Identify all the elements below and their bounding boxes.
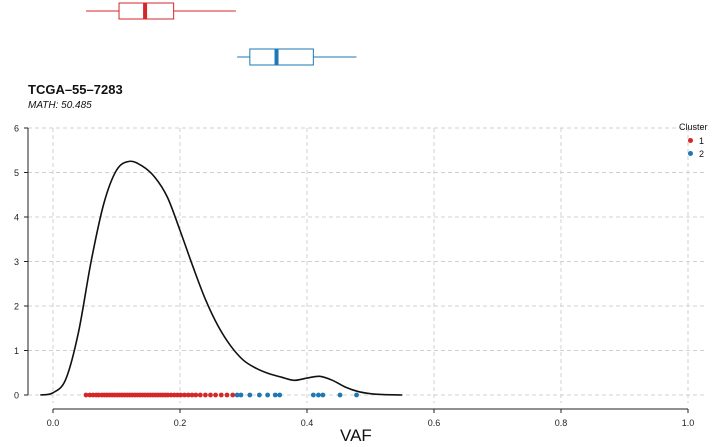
vaf-point-cluster-2 xyxy=(256,392,262,398)
vaf-point-cluster-1 xyxy=(208,392,213,398)
vaf-point-cluster-1 xyxy=(193,392,199,398)
y-tick-label: 5 xyxy=(14,168,19,178)
vaf-point-cluster-2 xyxy=(277,392,283,398)
y-tick-label: 0 xyxy=(14,391,19,401)
vaf-point-cluster-1 xyxy=(218,392,224,398)
chart-title: TCGA–55–7283 xyxy=(28,82,123,97)
legend: Cluster 1 2 xyxy=(679,122,708,160)
vaf-point-cluster-1 xyxy=(182,392,187,398)
legend-item-2: 2 xyxy=(688,147,708,160)
y-tick-label: 3 xyxy=(14,257,19,267)
vaf-point-cluster-2 xyxy=(316,392,321,398)
y-tick-label: 1 xyxy=(14,346,19,356)
vaf-point-cluster-2 xyxy=(337,392,343,398)
x-axis-label: VAF xyxy=(340,426,372,445)
vaf-point-cluster-1 xyxy=(224,392,230,398)
legend-swatch-2 xyxy=(688,151,693,156)
x-tick-label: 0.0 xyxy=(47,418,60,428)
vaf-point-cluster-2 xyxy=(234,392,240,398)
vaf-point-cluster-2 xyxy=(310,392,316,398)
vaf-point-cluster-1 xyxy=(189,392,195,398)
density-curve-group xyxy=(40,160,403,396)
vaf-point-cluster-1 xyxy=(203,392,208,398)
y-tick-label: 2 xyxy=(14,302,19,312)
cluster-boxplots xyxy=(86,2,357,66)
vaf-point-cluster-2 xyxy=(265,392,271,398)
y-tick-label: 4 xyxy=(14,213,19,223)
vaf-point-cluster-2 xyxy=(354,392,359,398)
legend-label-2: 2 xyxy=(699,148,705,159)
x-tick-label: 0.2 xyxy=(174,418,187,428)
x-tick-label: 0.6 xyxy=(428,418,441,428)
vaf-point-cluster-1 xyxy=(213,392,218,398)
vaf-point-cluster-2 xyxy=(272,392,278,398)
density-curve xyxy=(40,160,403,396)
vaf-points xyxy=(83,392,359,398)
axes xyxy=(24,127,689,413)
x-tick-label: 0.4 xyxy=(301,418,314,428)
vaf-point-cluster-1 xyxy=(230,392,236,398)
vaf-point-cluster-2 xyxy=(320,392,326,398)
vaf-point-cluster-2 xyxy=(238,392,244,398)
chart-subtitle: MATH: 50.485 xyxy=(28,100,92,111)
boxplot-box xyxy=(249,48,314,66)
x-tick-label: 1.0 xyxy=(682,418,695,428)
x-tick-label: 0.8 xyxy=(555,418,568,428)
vaf-point-cluster-1 xyxy=(83,392,89,398)
y-tick-label: 6 xyxy=(14,124,19,134)
vaf-point-cluster-1 xyxy=(178,392,184,398)
legend-item-1: 1 xyxy=(688,134,708,147)
legend-label-1: 1 xyxy=(699,135,705,146)
legend-title: Cluster xyxy=(679,122,708,132)
tick-labels: 0 1 2 3 4 5 6 0.0 0.2 0.4 0.6 0.8 1.0 xyxy=(14,124,694,429)
vaf-point-cluster-1 xyxy=(185,392,191,398)
vaf-point-cluster-1 xyxy=(197,392,203,398)
vaf-point-cluster-2 xyxy=(247,392,253,398)
grid-lines xyxy=(28,127,707,403)
legend-swatch-1 xyxy=(688,138,693,143)
